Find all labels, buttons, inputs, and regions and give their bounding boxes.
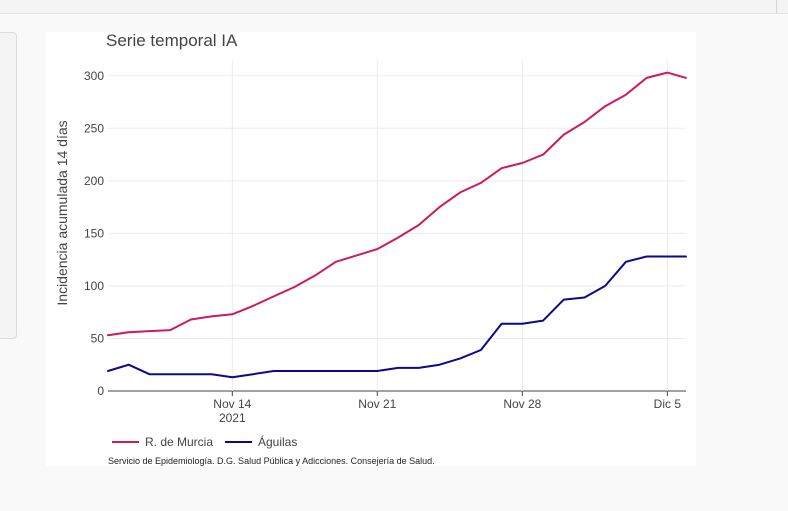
y-tick-label: 0 <box>97 384 104 398</box>
source-note: Servicio de Epidemiología. D.G. Salud Pú… <box>108 456 435 466</box>
x-tick-label: Nov 21 <box>358 397 396 411</box>
y-tick-label: 150 <box>84 226 104 240</box>
y-tick-labels: 0 50 100 150 200 250 300 <box>84 69 104 398</box>
gridlines <box>108 60 686 396</box>
y-tick-label: 300 <box>84 69 104 83</box>
series-line-r-de-murcia[interactable] <box>107 71 687 337</box>
top-divider <box>776 0 777 13</box>
x-tick-label: Nov 28 <box>503 397 541 411</box>
x-tick-label: Dic 5 <box>654 397 682 411</box>
legend-label-aguilas: Águilas <box>258 434 297 449</box>
legend-label-r-de-murcia: R. de Murcia <box>145 435 213 449</box>
top-strip <box>0 0 788 14</box>
x-tick-sublabel: 2021 <box>219 411 246 425</box>
y-tick-label: 200 <box>84 174 104 188</box>
y-tick-label: 100 <box>84 279 104 293</box>
chart-card: 0 50 100 150 200 250 300 Nov 14 2021 Nov 21 Nov 2… <box>46 32 696 466</box>
y-tick-label: 50 <box>91 331 105 345</box>
series-line-aguilas[interactable] <box>107 255 687 379</box>
x-tick-label: Nov 14 <box>213 397 251 411</box>
legend[interactable]: R. de Murcia Águilas <box>112 434 297 449</box>
chart-title: Serie temporal IA <box>106 32 238 50</box>
series-lines <box>107 71 687 379</box>
y-tick-label: 250 <box>84 121 104 135</box>
side-panel <box>0 32 17 339</box>
y-axis-title: Incidencia acumulada 14 días <box>54 120 70 305</box>
